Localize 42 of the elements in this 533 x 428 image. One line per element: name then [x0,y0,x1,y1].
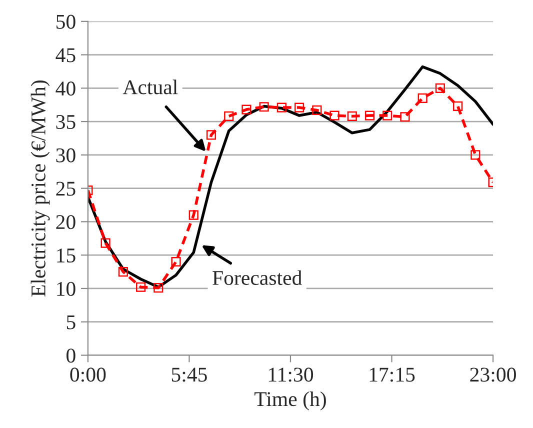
x-tick-label: 23:00 [470,368,516,382]
point [418,93,428,103]
y-axis-title: Electricity price (€/MWh) [30,80,50,296]
point [154,283,164,293]
y-tick-label: 15 [57,248,76,263]
point [100,238,110,248]
point [453,101,463,111]
point [400,112,410,122]
point [259,102,269,112]
y-tick-label: 10 [57,282,76,296]
point [276,102,286,112]
point [382,110,392,120]
point [206,130,216,140]
point [242,104,252,114]
x-axis-title: Time (h) [254,391,326,410]
y-tick-label: 40 [56,82,76,96]
point [330,110,340,120]
y-tick-label: 20 [56,215,76,230]
y-tick-label: 5 [66,315,76,330]
x-tick-label: 17:15 [370,368,415,382]
point [188,210,198,220]
point [470,150,480,160]
point [136,282,146,292]
point [347,111,357,121]
x-tick-label: 5:45 [172,368,207,382]
point [294,102,304,112]
annotation: Actual [122,80,178,94]
point [312,105,322,115]
y-tick-label: 35 [56,114,76,129]
y-tick-label: 30 [56,148,76,162]
x-tick-label: 11:30 [268,368,314,382]
y-tick-label: 45 [56,48,76,62]
point [118,266,128,277]
y-tick-label: 50 [56,14,76,29]
point [171,256,181,267]
y-tick-label: 0 [66,348,76,363]
point [224,111,234,121]
y-tick-label: 25 [56,182,76,196]
point [364,110,375,120]
annotation: Forecasted [212,270,302,286]
point [435,83,445,93]
x-tick-label: 0:00 [70,368,106,382]
